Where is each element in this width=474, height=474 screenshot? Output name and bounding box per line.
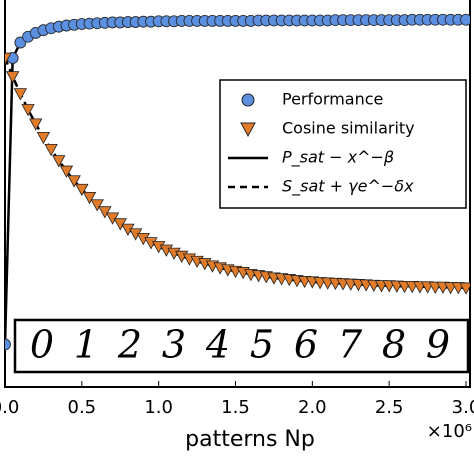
digit: 6: [294, 323, 318, 367]
x-tick-label: 0.5: [68, 397, 97, 418]
x-tick-label: 1.5: [221, 397, 250, 418]
cosine-point: [21, 104, 35, 117]
x-offset-label: ×10⁶: [427, 421, 472, 442]
performance-point: [5, 338, 11, 351]
cosine-point: [82, 191, 97, 205]
cosine-point: [6, 71, 20, 84]
x-tick-label: 1.0: [144, 397, 173, 418]
cosine-point: [52, 155, 66, 168]
digit: 5: [250, 323, 274, 367]
legend-label: Cosine similarity: [282, 119, 415, 138]
legend-marker: [241, 93, 255, 107]
digit: 2: [117, 323, 142, 367]
cosine-point: [29, 118, 43, 131]
digit: 9: [426, 323, 450, 367]
legend-marker: [240, 122, 256, 138]
cosine-point: [67, 175, 81, 188]
x-tick-label: 3.0: [452, 397, 474, 418]
x-tick-label: 2.0: [298, 397, 327, 418]
digit: 1: [74, 323, 98, 367]
cosine-point: [59, 165, 74, 178]
digit: 7: [338, 323, 363, 367]
x-axis-label: patterns Np: [185, 427, 315, 452]
performance-point: [460, 13, 470, 26]
cosine-point: [36, 131, 51, 145]
plot-area: [5, 13, 470, 351]
digit: 0: [30, 323, 54, 367]
digit: 4: [205, 323, 230, 367]
plot-frame: [4, 0, 471, 388]
legend-label: Performance: [282, 90, 383, 109]
x-tick-label: 0.0: [0, 397, 19, 418]
cosine-point: [75, 183, 89, 197]
legend-label: S_sat + γe^−δx: [282, 177, 414, 197]
cosine-point: [90, 199, 104, 212]
digit: 3: [162, 323, 186, 367]
cosine-point: [13, 88, 28, 101]
cosine-point: [98, 206, 112, 219]
legend-box: [219, 79, 467, 209]
legend-label: P_sat − x^−β: [282, 148, 394, 168]
cosine-point: [459, 282, 470, 295]
cosine-point: [44, 143, 58, 157]
digit: 8: [382, 323, 406, 367]
cosine-point: [5, 52, 12, 65]
digits-inset: [13, 318, 470, 374]
x-tick-label: 2.5: [375, 397, 404, 418]
